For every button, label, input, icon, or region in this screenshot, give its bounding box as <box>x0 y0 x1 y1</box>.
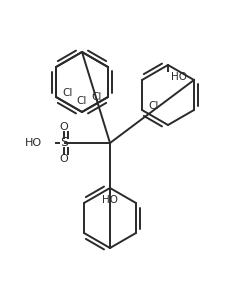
Text: Cl: Cl <box>76 96 87 106</box>
Text: HO: HO <box>25 138 42 148</box>
Text: O: O <box>59 122 68 132</box>
Text: S: S <box>60 137 68 149</box>
Text: Cl: Cl <box>62 88 72 98</box>
Text: HO: HO <box>102 195 118 205</box>
Text: HO: HO <box>170 72 186 82</box>
Text: O: O <box>59 154 68 164</box>
Text: Cl: Cl <box>91 92 102 102</box>
Text: Cl: Cl <box>147 101 158 111</box>
